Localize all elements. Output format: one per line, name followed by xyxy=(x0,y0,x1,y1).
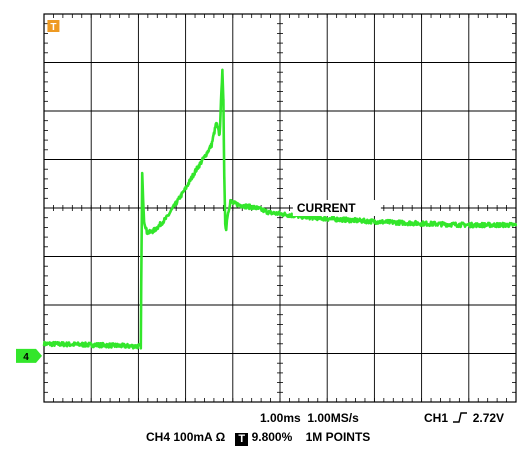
channel-4-marker: 4 xyxy=(16,348,42,363)
trigger-marker-icon xyxy=(47,20,60,32)
channel-marker-icon xyxy=(16,348,42,363)
trigger-position-icon: T xyxy=(235,433,249,446)
current-label-bg xyxy=(292,200,381,216)
timebase-readout: 1.00ms xyxy=(260,411,301,425)
ch4-current-trace xyxy=(42,68,517,350)
trigger-marker-label: T xyxy=(50,22,56,33)
trigger-level-readout: 2.72V xyxy=(472,411,505,425)
channel-marker-label: 4 xyxy=(23,352,29,363)
channel-scale-readout: CH4 100mA Ω xyxy=(146,430,226,444)
rising-edge-icon xyxy=(453,412,468,423)
current-label: CURRENT xyxy=(297,201,356,215)
sample-rate-readout: 1.00MS/s xyxy=(307,411,359,425)
trigger-settings-row: CH1 2.72V xyxy=(424,411,504,425)
record-length-readout: 1M POINTS xyxy=(305,430,371,444)
vertical-settings-row: CH4 100mA Ω T 9.800% 1M POINTS xyxy=(146,430,370,446)
trigger-position-readout: 9.800% xyxy=(251,430,293,444)
trigger-position-marker: T xyxy=(47,20,60,33)
horizontal-settings-row: 1.00ms 1.00MS/s xyxy=(260,411,359,425)
trigger-channel-readout: CH1 xyxy=(424,411,449,425)
